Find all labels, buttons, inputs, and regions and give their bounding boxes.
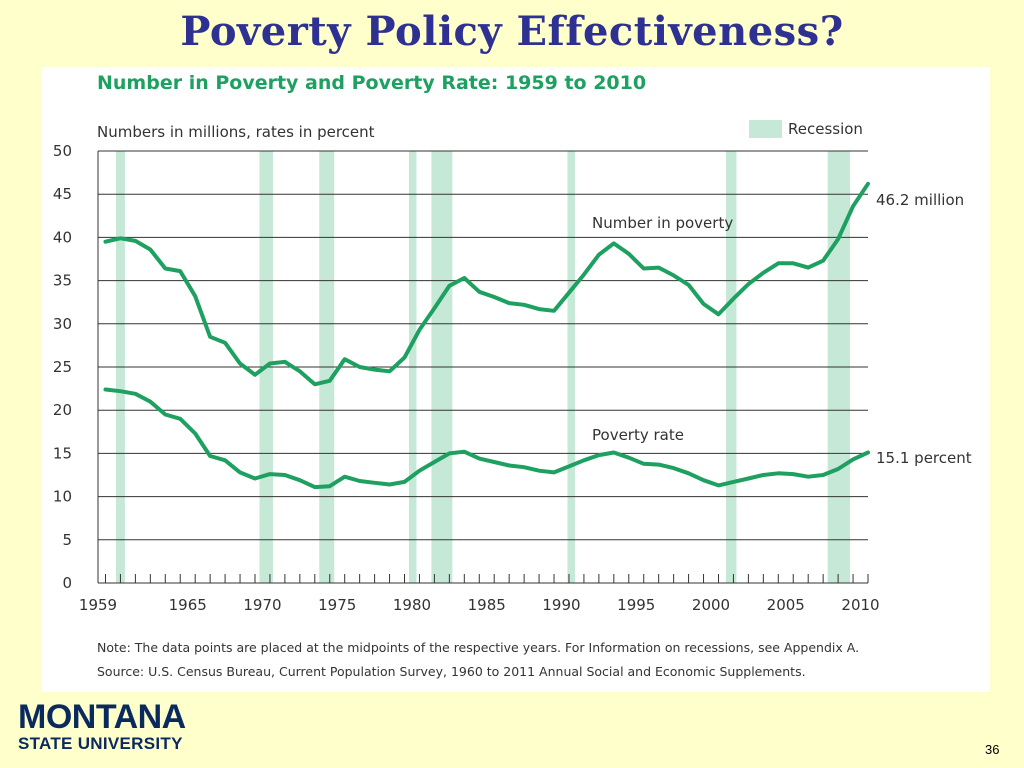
x-tick-label-2000: 2000 (692, 596, 730, 614)
end-label-poverty-rate: 15.1 percent (876, 449, 972, 467)
poverty-chart: 0 5 10 15 20 25 30 35 40 45 50 1959 1965 1970 1975 1980… (53, 72, 972, 679)
series-line-1 (103, 387, 870, 490)
x-tick-label-1959: 1959 (79, 596, 117, 614)
y-tick-label-35: 35 (53, 272, 72, 290)
y-tick-label-40: 40 (53, 228, 72, 246)
chart-panel: 0 5 10 15 20 25 30 35 40 45 50 1959 1965 1970 1975 1980… (42, 67, 990, 692)
series-lines (103, 181, 870, 490)
slide-title: Poverty Policy Effectiveness? (180, 8, 844, 55)
chart-title: Number in Poverty and Poverty Rate: 1959… (97, 72, 646, 94)
x-tick-label-1985: 1985 (468, 596, 506, 614)
y-tick-label-50: 50 (53, 142, 72, 160)
x-tick-label-1975: 1975 (318, 596, 356, 614)
gridlines (98, 150, 868, 541)
y-tick-label-10: 10 (53, 488, 72, 506)
y-tick-label-15: 15 (53, 444, 72, 462)
x-tick-label-1995: 1995 (617, 596, 655, 614)
x-tick-label-1980: 1980 (393, 596, 431, 614)
logo-main-text: MONTANA (18, 698, 186, 736)
page-number: 36 (985, 742, 1000, 757)
x-tick-label-1990: 1990 (542, 596, 580, 614)
series-line-0 (103, 181, 870, 387)
y-tick-label-20: 20 (53, 401, 72, 419)
y-tick-label-25: 25 (53, 358, 72, 376)
x-tick-label-1970: 1970 (243, 596, 281, 614)
y-tick-label-0: 0 (62, 574, 72, 592)
series-label-number-in-poverty: Number in poverty (592, 214, 733, 232)
legend-swatch (749, 120, 782, 138)
y-tick-label-30: 30 (53, 315, 72, 333)
chart-source: Source: U.S. Census Bureau, Current Popu… (97, 664, 806, 679)
chart-subtitle: Numbers in millions, rates in percent (97, 123, 375, 141)
series-label-poverty-rate: Poverty rate (592, 426, 684, 444)
axes: 0 5 10 15 20 25 30 35 40 45 50 1959 1965 1970 1975 1980… (53, 142, 880, 614)
chart-note: Note: The data points are placed at the … (97, 640, 859, 655)
end-label-number-in-poverty: 46.2 million (876, 191, 964, 209)
y-tick-label-5: 5 (62, 531, 72, 549)
legend-label: Recession (788, 120, 863, 138)
logo-sub-text: STATE UNIVERSITY (18, 734, 183, 753)
msu-logo: MONTANA STATE UNIVERSITY (18, 700, 186, 754)
x-tick-label-2010: 2010 (841, 596, 879, 614)
x-tick-label-1965: 1965 (169, 596, 207, 614)
y-tick-label-45: 45 (53, 185, 72, 203)
x-tick-label-2005: 2005 (767, 596, 805, 614)
